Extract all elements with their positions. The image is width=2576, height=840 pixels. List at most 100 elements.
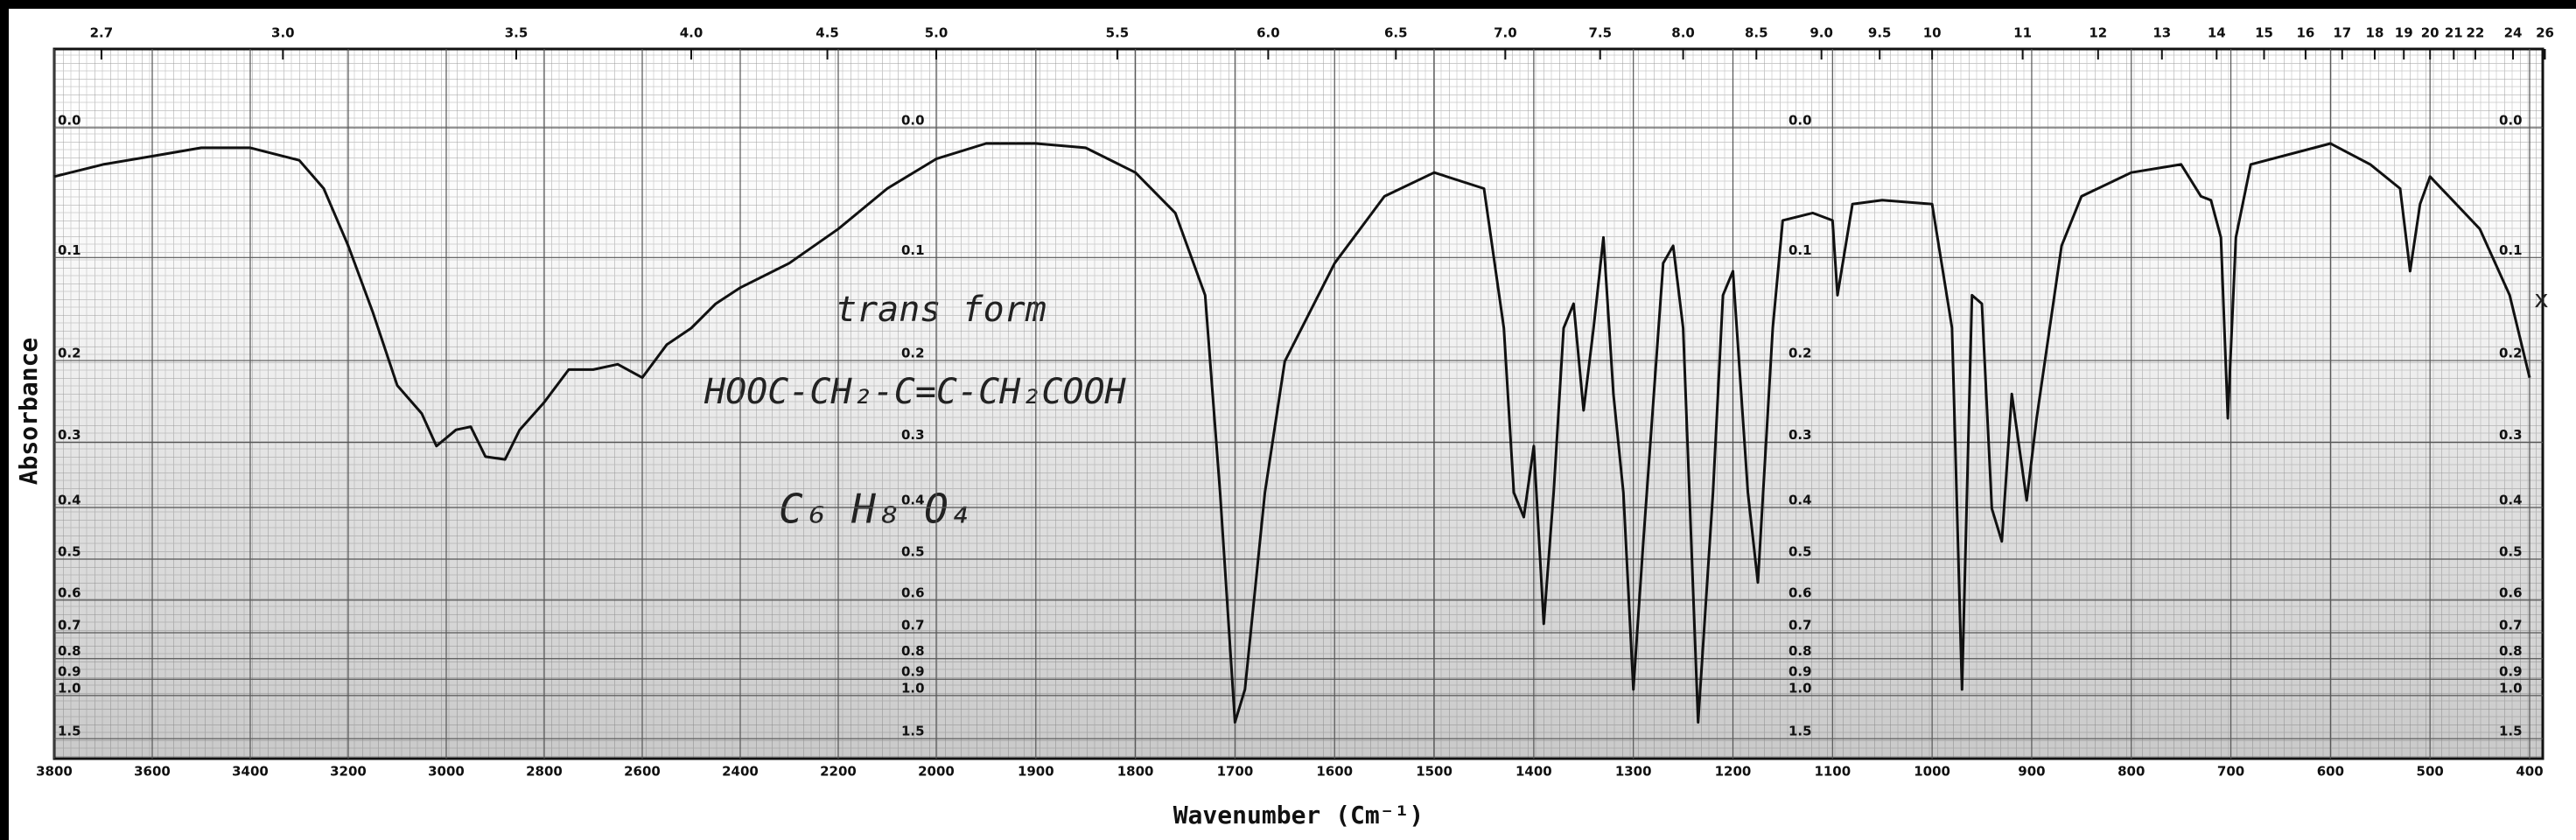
scan-edge: [0, 0, 2576, 9]
y-tick-label: 0.6: [58, 584, 81, 600]
y-tick-label: 0.0: [58, 113, 81, 129]
x-axis-label: Wavenumber (Cm⁻¹): [1173, 801, 1424, 830]
x-tick-label: 3800: [36, 764, 73, 780]
top-tick-label: 9.5: [1868, 25, 1892, 41]
y-tick-label: 1.5: [2499, 724, 2523, 739]
y-tick-label: 1.5: [1788, 724, 1812, 739]
top-tick-label: 16: [2296, 25, 2314, 41]
y-tick-label: 0.0: [901, 113, 925, 129]
y-tick-label: 0.1: [1788, 242, 1812, 258]
top-tick-label: 9.0: [1810, 25, 1833, 41]
x-tick-label: 1900: [1018, 764, 1054, 780]
y-tick-label: 0.1: [2499, 242, 2523, 258]
y-tick-label: 1.0: [2499, 680, 2523, 696]
x-tick-label: 2000: [918, 764, 955, 780]
top-tick-label: 5.5: [1106, 25, 1130, 41]
top-tick-label: 8.5: [1745, 25, 1768, 41]
y-tick-label: 0.8: [58, 643, 81, 659]
x-tick-label: 1500: [1416, 764, 1452, 780]
y-tick-label: 0.2: [1788, 346, 1812, 361]
x-tick-label: 2800: [526, 764, 563, 780]
y-tick-label: 0.9: [2499, 664, 2523, 680]
y-tick-label: 0.5: [1788, 543, 1812, 559]
top-tick-label: 15: [2255, 25, 2273, 41]
y-tick-label: 1.0: [1788, 680, 1812, 696]
top-tick-label: 21: [2445, 25, 2463, 41]
y-tick-label: 0.8: [2499, 643, 2523, 659]
x-tick-label: 1800: [1117, 764, 1154, 780]
y-tick-label: 0.6: [2499, 584, 2523, 600]
y-tick-label: 0.4: [1788, 492, 1812, 508]
y-tick-label: 0.7: [58, 618, 81, 634]
top-tick-label: 3.5: [505, 25, 528, 41]
top-tick-label: 19: [2395, 25, 2413, 41]
y-tick-label: 0.9: [58, 664, 81, 680]
top-tick-label: 17: [2333, 25, 2351, 41]
top-tick-label: 26: [2536, 25, 2554, 41]
top-tick-label: 2.7: [90, 25, 114, 41]
y-tick-label: 0.9: [1788, 664, 1812, 680]
spectrum-line: [53, 142, 2531, 724]
y-tick-label: 0.6: [1788, 584, 1812, 600]
x-tick-label: 1000: [1914, 764, 1950, 780]
top-tick-label: 24: [2504, 25, 2523, 41]
x-tick-label: 1400: [1516, 764, 1552, 780]
y-tick-label: 0.4: [58, 492, 81, 508]
x-tick-label: 3000: [428, 764, 465, 780]
x-tick-label: 800: [2118, 764, 2145, 780]
scan-edge: [0, 0, 9, 840]
y-tick-label: 0.1: [58, 242, 81, 258]
x-tick-label: 600: [2317, 764, 2344, 780]
annotation: HOOC-CH₂-C=C-CH₂COOH: [704, 372, 1127, 412]
y-tick-label: 0.5: [58, 543, 81, 559]
y-tick-label: 0.3: [1788, 427, 1812, 443]
x-tick-label: 3200: [330, 764, 367, 780]
top-tick-label: 3.0: [271, 25, 295, 41]
y-tick-label: 1.0: [58, 680, 81, 696]
top-tick-label: 8.0: [1671, 25, 1695, 41]
y-tick-label: 1.5: [58, 724, 81, 739]
y-tick-label: 0.2: [58, 346, 81, 361]
y-tick-label: 0.7: [1788, 618, 1812, 634]
x-tick-label: 1100: [1814, 764, 1851, 780]
y-tick-label: 0.2: [901, 346, 925, 361]
y-tick-label: 0.3: [901, 427, 925, 443]
y-tick-label: 0.0: [1788, 113, 1812, 129]
x-tick-label: 1600: [1316, 764, 1353, 780]
y-tick-label: 0.3: [2499, 427, 2523, 443]
y-tick-label: 1.0: [901, 680, 925, 696]
y-tick-label: 0.2: [2499, 346, 2523, 361]
x-tick-label: 2400: [722, 764, 759, 780]
top-tick-label: 18: [2366, 25, 2384, 41]
top-tick-label: 6.0: [1256, 25, 1280, 41]
x-tick-label: 900: [2018, 764, 2045, 780]
y-tick-label: 0.6: [901, 584, 925, 600]
top-tick-label: 4.0: [680, 25, 704, 41]
x-tick-label: 2200: [820, 764, 857, 780]
y-tick-label: 0.7: [2499, 618, 2523, 634]
x-tick-label: 700: [2217, 764, 2244, 780]
top-tick-label: 7.0: [1494, 25, 1517, 41]
y-tick-label: 0.9: [901, 664, 925, 680]
x-tick-label: 500: [2417, 764, 2444, 780]
annotation: trans form: [836, 290, 1046, 330]
top-tick-label: 10: [1923, 25, 1942, 41]
top-tick-label: 14: [2208, 25, 2226, 41]
y-tick-label: 1.5: [901, 724, 925, 739]
y-tick-label: 0.8: [1788, 643, 1812, 659]
x-tick-label: 400: [2516, 764, 2543, 780]
top-tick-label: 7.5: [1588, 25, 1612, 41]
y-tick-label: 0.4: [2499, 492, 2523, 508]
chart-shade: [54, 49, 2543, 759]
y-tick-label: 0.5: [2499, 543, 2523, 559]
top-tick-label: 6.5: [1384, 25, 1408, 41]
top-tick-label: 12: [2089, 25, 2107, 41]
y-tick-label: 0.5: [901, 543, 925, 559]
annotation: C₆ H₈ O₄: [779, 486, 973, 533]
y-tick-label: 0.8: [901, 643, 925, 659]
y-tick-label: 0.4: [901, 492, 925, 508]
top-tick-label: 20: [2421, 25, 2440, 41]
x-tick-label: 1700: [1217, 764, 1254, 780]
top-tick-label: 11: [2013, 25, 2032, 41]
